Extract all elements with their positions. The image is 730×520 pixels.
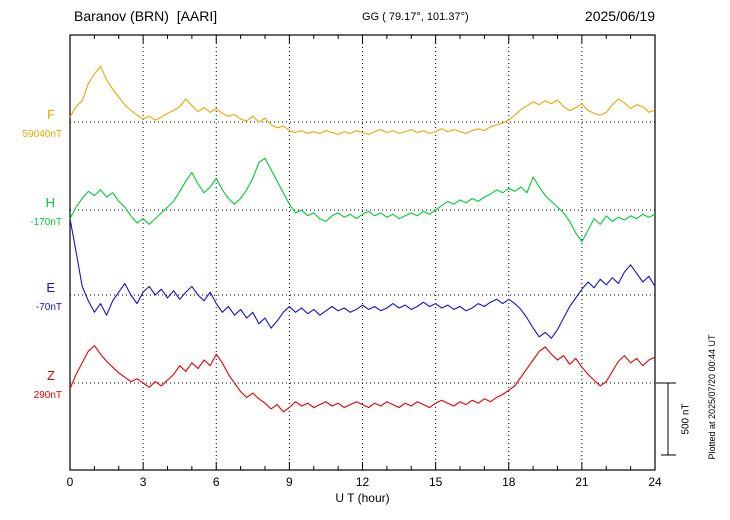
plotted-at-note: Plotted at 2025/07/20 00:44 UT [707,334,717,460]
x-axis-title: U T (hour) [335,491,390,505]
plot-date: 2025/06/19 [584,8,655,24]
station-title: Baranov (BRN) [AARI] [74,8,218,24]
x-tick-label: 3 [140,475,147,489]
series-baseline-value-E: -70nT [36,302,62,313]
x-tick-label: 18 [502,475,516,489]
trace-H [69,157,656,243]
trace-Z [69,345,656,413]
plot-frame [69,34,656,471]
series-label-F: F [47,107,55,122]
x-tick-label: 24 [648,475,662,489]
trace-F [69,65,656,136]
x-tick-label: 12 [356,475,370,489]
series-baseline-value-F: 59040nT [23,129,62,140]
x-tick-label: 0 [67,475,74,489]
geo-coordinates: GG ( 79.17°, 101.37°) [362,11,469,23]
series-baseline-value-Z: 290nT [34,390,62,401]
series-label-H: H [46,195,55,210]
series-label-Z: Z [47,368,55,383]
x-tick-label: 6 [213,475,220,489]
x-tick-label: 9 [286,475,293,489]
x-tick-label: 15 [429,475,443,489]
trace-E [69,218,656,339]
x-tick-label: 21 [575,475,589,489]
scale-bar-label: 500 nT [680,403,692,435]
series-label-E: E [46,280,55,295]
series-baseline-value-H: -170nT [30,217,62,228]
